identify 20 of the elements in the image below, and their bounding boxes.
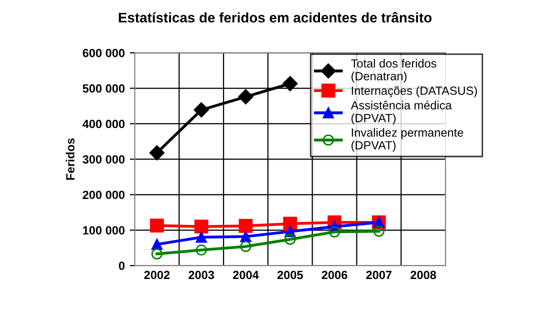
legend-label: Assistência médica (DPVAT) — [350, 100, 452, 125]
y-tick-label: 0 — [118, 262, 125, 270]
x-tick-label: 2002 — [144, 270, 170, 280]
x-tick-label: 2008 — [410, 270, 436, 280]
legend-label: Invalidez permanente (DPVAT) — [352, 128, 464, 152]
x-tick-label: 2007 — [366, 270, 392, 280]
y-tick-label: 600 000 — [82, 48, 125, 58]
legend-label: Total dos feridos (Denatran) — [351, 58, 436, 83]
x-tick-label: 2006 — [322, 270, 348, 280]
y-axis-title: Feridos — [66, 138, 74, 180]
y-tick-label: 300 000 — [82, 155, 125, 164]
x-tick-label: 2005 — [277, 270, 303, 280]
x-tick-label: 2004 — [233, 270, 259, 280]
y-tick-label: 100 000 — [83, 226, 125, 235]
chart-title: Estatísticas de feridos em acidentes de trânsito — [118, 12, 432, 23]
y-tick-label: 500 000 — [82, 84, 125, 93]
y-tick-label: 200 000 — [82, 190, 125, 200]
y-tick-label: 400 000 — [82, 120, 125, 128]
x-tick-label: 2003 — [188, 270, 214, 280]
legend-label: Internações (DATASUS) — [352, 86, 477, 98]
